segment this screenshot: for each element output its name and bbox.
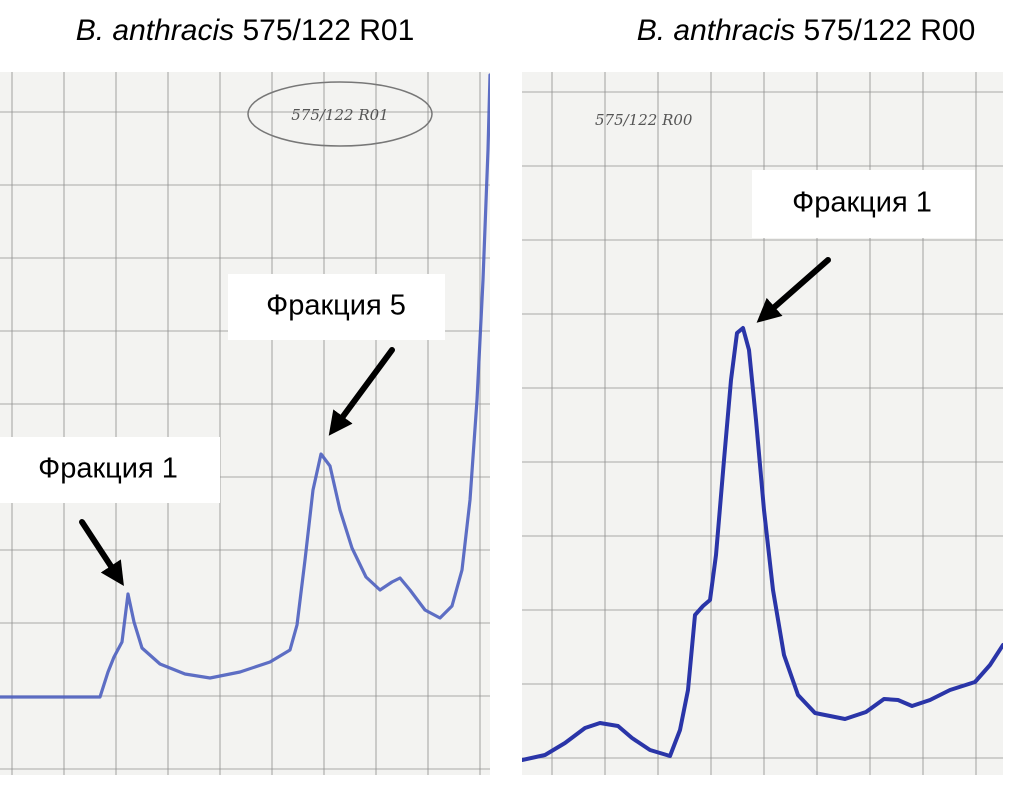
fraction-label: Фракция 5	[266, 290, 406, 322]
label-box	[228, 274, 445, 340]
chromatogram-trace	[0, 73, 490, 699]
arrow	[79, 519, 124, 587]
species: B. anthracis	[76, 14, 234, 47]
handwritten-label: 575/122 R00	[595, 111, 693, 129]
paper	[0, 72, 490, 775]
chromatogram-trace	[522, 326, 1003, 762]
arrow	[328, 347, 395, 436]
left-panel: 575/122 R01	[0, 72, 490, 775]
label-box	[752, 170, 975, 238]
strain: 575/122 R01	[242, 14, 414, 47]
strain: 575/122 R00	[803, 14, 975, 47]
handwritten-label: 575/122 R01	[291, 106, 388, 124]
fraction-label: Фракция 1	[792, 187, 932, 219]
label-box	[0, 437, 220, 503]
grid	[0, 72, 490, 775]
panel-title: B. anthracis 575/122 R00	[637, 14, 976, 47]
arrow	[756, 257, 831, 323]
panel-title: B. anthracis 575/122 R01	[76, 14, 415, 47]
fraction-label: Фракция 1	[38, 453, 178, 485]
handwritten-circle	[247, 81, 433, 147]
species: B. anthracis	[637, 14, 795, 47]
